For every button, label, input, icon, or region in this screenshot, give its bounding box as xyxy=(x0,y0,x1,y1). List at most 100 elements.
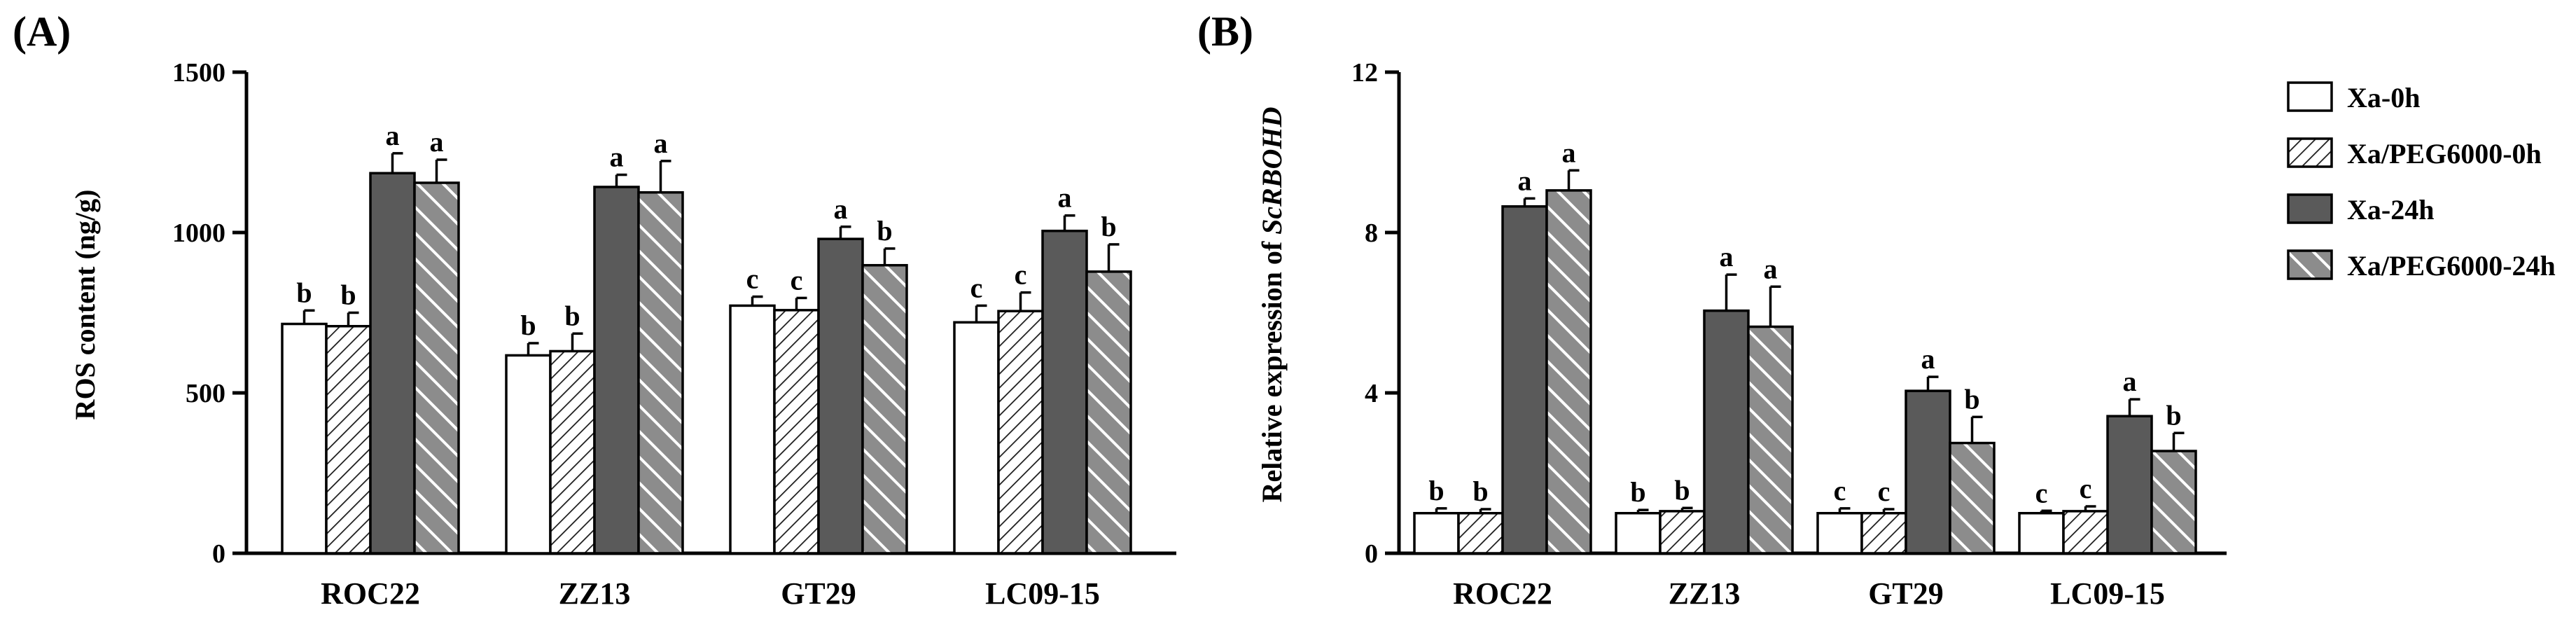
bar-a-xa-0h-gt29 xyxy=(729,304,776,555)
legend-swatch-xa-24h xyxy=(2287,193,2333,224)
bar-b-xa-peg6000-0h-roc22 xyxy=(1457,512,1504,555)
y-axis-title-b-prefix: Relative expression of xyxy=(1256,235,1288,503)
legend-item-xa-peg-0h: Xa/PEG6000-0h xyxy=(2287,137,2542,169)
sig-label-a-xa-0h-lc09-15: c xyxy=(970,272,983,303)
legend-swatch-xa-peg-24h xyxy=(2287,249,2333,280)
y-tick-label-b: 12 xyxy=(1351,58,1378,88)
sig-label-b-xa-peg6000-0h-gt29: c xyxy=(1878,476,1891,507)
sig-label-b-xa-peg6000-0h-zz13: b xyxy=(1674,474,1690,506)
y-axis-title-b: Relative expression of ScRBOHD xyxy=(1256,107,1288,503)
sig-label-a-xa-peg6000-0h-roc22: b xyxy=(340,279,356,311)
sig-label-a-xa-0h-zz13: b xyxy=(520,310,536,341)
category-label-b-roc22: ROC22 xyxy=(1453,576,1552,611)
panel-label-a: (A) xyxy=(13,8,71,55)
sig-label-a-xa-24h-lc09-15: a xyxy=(1058,182,1072,214)
legend-label-xa-peg-24h: Xa/PEG6000-24h xyxy=(2347,250,2556,282)
bar-b-xa-peg6000-24h-lc09-15 xyxy=(2150,450,2197,555)
y-tick-label-a: 1500 xyxy=(172,58,225,88)
chart-panel-b: (B) Relative expression of ScRBOHD 0 4 8 12… xyxy=(1197,8,2227,611)
bar-a-xa-peg6000-24h-lc09-15 xyxy=(1085,270,1132,555)
category-label-a-zz13: ZZ13 xyxy=(559,576,631,611)
bar-b-xa-0h-roc22 xyxy=(1413,512,1460,555)
y-ticks-b: 0 4 8 12 xyxy=(1351,58,1399,569)
legend-item-xa-0h: Xa-0h xyxy=(2287,81,2420,113)
sig-label-b-xa-0h-roc22: b xyxy=(1428,475,1444,506)
y-tick-label-b: 0 xyxy=(1365,539,1378,569)
bar-b-xa-peg6000-24h-roc22 xyxy=(1545,189,1592,555)
sig-label-a-xa-peg6000-24h-zz13: a xyxy=(654,127,668,159)
sig-label-b-xa-peg6000-24h-zz13: a xyxy=(1764,253,1778,284)
bar-b-xa-24h-roc22 xyxy=(1501,205,1548,555)
sig-label-b-xa-24h-roc22: a xyxy=(1518,165,1532,196)
sig-label-a-xa-peg6000-24h-lc09-15: b xyxy=(1101,211,1116,242)
bar-b-xa-0h-zz13 xyxy=(1615,512,1662,555)
bar-a-xa-peg6000-24h-gt29 xyxy=(861,263,908,555)
legend-label-xa-24h: Xa-24h xyxy=(2347,194,2434,226)
bar-b-xa-peg6000-0h-lc09-15 xyxy=(2062,510,2109,555)
bar-a-xa-peg6000-24h-roc22 xyxy=(413,181,460,555)
category-labels-b: ROC22 ZZ13 GT29 LC09-15 xyxy=(1453,576,2165,611)
sig-label-b-xa-0h-gt29: c xyxy=(1834,475,1846,506)
bar-a-xa-24h-zz13 xyxy=(593,186,640,555)
bar-a-xa-peg6000-0h-gt29 xyxy=(773,309,820,555)
sig-label-a-xa-24h-roc22: a xyxy=(386,120,400,151)
category-label-a-roc22: ROC22 xyxy=(321,576,420,611)
sig-label-b-xa-peg6000-24h-lc09-15: b xyxy=(2166,399,2181,431)
bar-a-xa-24h-gt29 xyxy=(817,237,864,555)
bar-a-xa-24h-lc09-15 xyxy=(1041,229,1088,555)
y-tick-label-a: 500 xyxy=(186,379,225,408)
category-label-b-zz13: ZZ13 xyxy=(1669,576,1741,611)
category-label-a-gt29: GT29 xyxy=(781,576,856,611)
bar-a-xa-0h-lc09-15 xyxy=(953,321,1000,555)
y-axis-title-b-gene: ScRBOHD xyxy=(1256,107,1288,235)
sig-label-b-xa-peg6000-0h-lc09-15: c xyxy=(2080,473,2092,504)
sig-label-b-xa-peg6000-0h-roc22: b xyxy=(1473,476,1488,507)
bar-a-xa-24h-roc22 xyxy=(369,172,416,555)
category-label-b-lc09-15: LC09-15 xyxy=(2050,576,2165,611)
sig-label-a-xa-24h-zz13: a xyxy=(610,141,624,173)
bar-b-xa-24h-gt29 xyxy=(1905,389,1951,555)
bar-b-xa-0h-gt29 xyxy=(1816,512,1863,555)
panel-label-b: (B) xyxy=(1197,8,1253,55)
sig-label-a-xa-0h-gt29: c xyxy=(746,263,759,295)
legend-swatch-xa-peg-0h xyxy=(2287,137,2333,168)
sig-label-a-xa-0h-roc22: b xyxy=(296,277,312,308)
bar-a-xa-peg6000-0h-zz13 xyxy=(549,349,596,555)
sig-label-b-xa-0h-zz13: b xyxy=(1630,476,1645,508)
sig-label-b-xa-24h-lc09-15: a xyxy=(2123,366,2137,397)
y-tick-label-a: 1000 xyxy=(172,219,225,248)
y-tick-label-a: 0 xyxy=(212,539,225,569)
sig-label-b-xa-0h-lc09-15: c xyxy=(2035,477,2048,508)
bar-a-xa-peg6000-24h-zz13 xyxy=(637,191,684,555)
category-label-b-gt29: GT29 xyxy=(1868,576,1944,611)
sig-label-a-xa-peg6000-0h-lc09-15: c xyxy=(1015,259,1027,291)
bar-a-xa-0h-zz13 xyxy=(505,354,552,555)
bar-b-xa-0h-lc09-15 xyxy=(2018,512,2065,555)
legend-item-xa-peg-24h: Xa/PEG6000-24h xyxy=(2287,249,2556,282)
bar-b-xa-peg6000-0h-gt29 xyxy=(1860,512,1907,555)
bar-a-xa-peg6000-0h-lc09-15 xyxy=(997,310,1044,555)
sig-label-b-xa-24h-zz13: a xyxy=(1720,241,1734,272)
legend-label-xa-peg-0h: Xa/PEG6000-0h xyxy=(2347,138,2542,169)
sig-label-b-xa-peg6000-24h-roc22: a xyxy=(1562,137,1576,168)
sig-label-a-xa-peg6000-0h-zz13: b xyxy=(564,300,580,331)
legend: Xa-0h Xa/PEG6000-0h Xa-24h Xa/PEG6000-24… xyxy=(2287,81,2556,282)
sig-label-b-xa-24h-gt29: a xyxy=(1921,343,1935,375)
bar-b-xa-peg6000-24h-gt29 xyxy=(1949,441,1996,555)
sig-label-a-xa-24h-gt29: a xyxy=(834,193,848,225)
bar-b-xa-peg6000-0h-zz13 xyxy=(1659,510,1706,555)
y-tick-label-b: 4 xyxy=(1365,379,1378,408)
legend-swatch-xa-0h xyxy=(2287,81,2333,112)
bar-a-xa-0h-roc22 xyxy=(281,322,328,555)
bar-b-xa-peg6000-24h-zz13 xyxy=(1747,325,1794,555)
bar-b-xa-24h-zz13 xyxy=(1703,309,1750,555)
sig-label-a-xa-peg6000-24h-roc22: a xyxy=(430,126,444,158)
y-ticks-a: 0 500 1000 1500 xyxy=(172,58,246,569)
bar-a-xa-peg6000-0h-roc22 xyxy=(325,324,372,555)
sig-label-b-xa-peg6000-24h-gt29: b xyxy=(1964,383,1979,415)
y-tick-label-b: 8 xyxy=(1365,219,1378,248)
sig-label-a-xa-peg6000-24h-gt29: b xyxy=(877,215,892,247)
